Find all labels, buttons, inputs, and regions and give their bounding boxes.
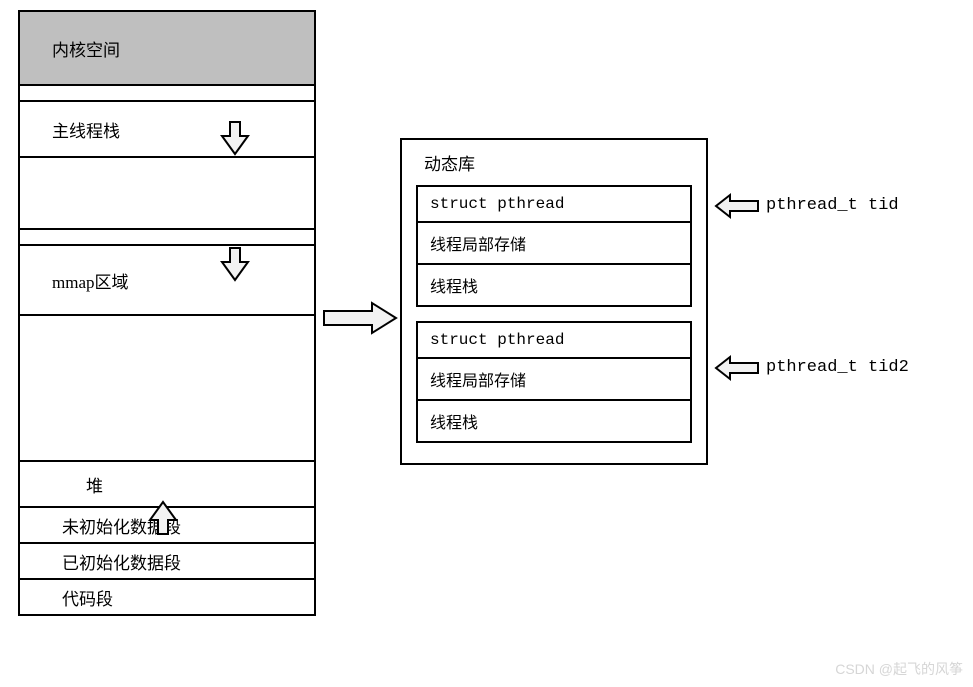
arrow-down-icon — [218, 120, 252, 160]
tid2-label: pthread_t tid2 — [766, 358, 909, 377]
arrow-left-icon — [712, 354, 762, 382]
tls-2: 线程局部存储 — [418, 357, 690, 399]
gap — [20, 172, 314, 228]
gap — [20, 330, 314, 460]
arrow-right-icon — [322, 300, 400, 336]
dynamic-lib-box: 动态库 struct pthread 线程局部存储 线程栈 struct pth… — [400, 138, 708, 465]
struct-pthread-2: struct pthread — [418, 323, 690, 357]
mmap-label: mmap区域 — [34, 268, 129, 293]
divider — [20, 228, 314, 244]
arrow-down-icon — [218, 246, 252, 286]
divider — [20, 84, 314, 100]
thread-block-1: struct pthread 线程局部存储 线程栈 — [416, 185, 692, 307]
diagram-canvas: 内核空间 主线程栈 mmap区域 堆 未初始化数据段 已初始化数据段 代码段 动… — [0, 0, 973, 687]
main-stack-cell: 主线程栈 — [20, 100, 314, 156]
dynlib-title: 动态库 — [402, 140, 706, 179]
kernel-space-cell: 内核空间 — [20, 12, 314, 84]
arrow-left-icon — [712, 192, 762, 220]
kernel-label: 内核空间 — [34, 36, 120, 61]
mmap-cell: mmap区域 — [20, 244, 314, 314]
code-cell: 代码段 — [20, 578, 314, 614]
watermark: CSDN @起飞的风筝 — [835, 659, 963, 679]
divider — [20, 156, 314, 172]
main-stack-label: 主线程栈 — [34, 117, 120, 142]
thread-stack-1: 线程栈 — [418, 263, 690, 305]
thread-block-2: struct pthread 线程局部存储 线程栈 — [416, 321, 692, 443]
tls-1: 线程局部存储 — [418, 221, 690, 263]
init-cell: 已初始化数据段 — [20, 542, 314, 578]
thread-stack-2: 线程栈 — [418, 399, 690, 441]
code-label: 代码段 — [34, 585, 113, 610]
tid1-label: pthread_t tid — [766, 196, 899, 215]
init-label: 已初始化数据段 — [34, 549, 181, 574]
divider — [20, 314, 314, 330]
arrow-up-icon — [146, 498, 180, 538]
struct-pthread-1: struct pthread — [418, 187, 690, 221]
heap-label: 堆 — [34, 472, 103, 497]
